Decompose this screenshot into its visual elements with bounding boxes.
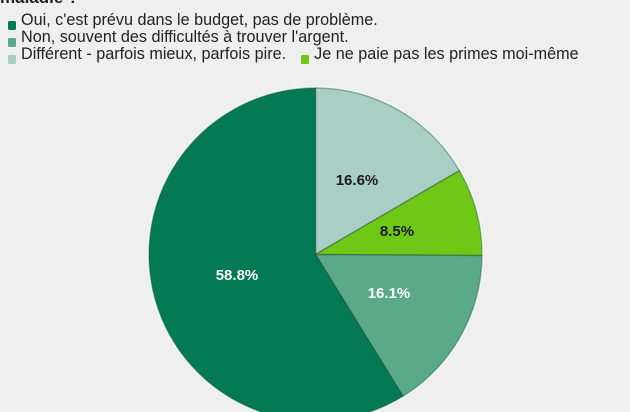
svg-text:58.8%: 58.8% bbox=[216, 267, 259, 284]
svg-text:16.1%: 16.1% bbox=[368, 285, 411, 302]
svg-text:8.5%: 8.5% bbox=[380, 223, 414, 240]
svg-text:16.6%: 16.6% bbox=[336, 172, 379, 189]
